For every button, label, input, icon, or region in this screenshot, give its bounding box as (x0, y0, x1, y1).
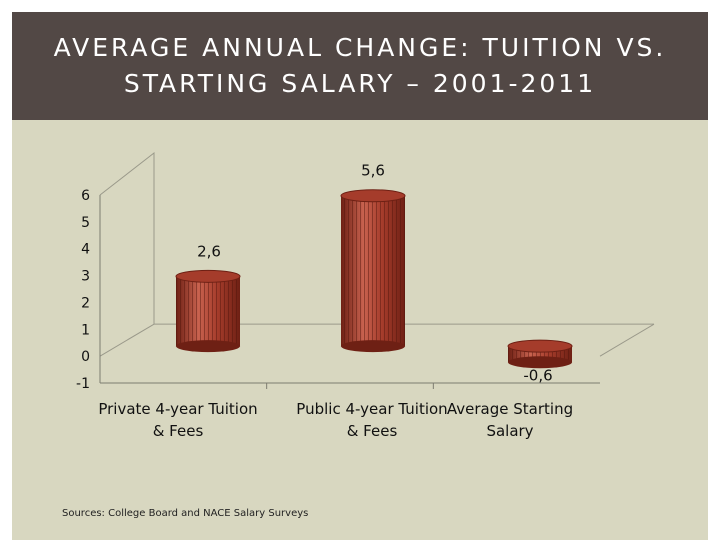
floor-right-edge (599, 323, 655, 357)
floor-side-edge (99, 323, 155, 357)
bar-bottom (341, 340, 405, 353)
slide-title-line-2: STARTING SALARY – 2001-2011 (123, 69, 597, 98)
y-tick-label: 3 (81, 269, 90, 285)
data-label: 2,6 (197, 242, 221, 260)
category-label: & Fees (153, 422, 204, 440)
bar-bottom (508, 356, 572, 369)
category-label: Salary (486, 422, 533, 440)
source-note: Sources: College Board and NACE Salary S… (62, 508, 309, 519)
category-label: Public 4-year Tuition (296, 400, 447, 418)
y-tick-label: 6 (81, 188, 90, 204)
bar-bottom (176, 340, 240, 353)
y-tick-label: 5 (81, 215, 90, 231)
bar-stripes (341, 195, 405, 347)
y-tick-label: 1 (81, 322, 90, 338)
slide-title: AVERAGE ANNUAL CHANGE: TUITION VS. START… (30, 30, 690, 102)
category-label: Average Starting (447, 400, 573, 418)
y-tick-label: 2 (81, 295, 90, 311)
title-bar: AVERAGE ANNUAL CHANGE: TUITION VS. START… (12, 12, 708, 120)
y-tick-label: 0 (81, 349, 90, 365)
data-label: 5,6 (361, 162, 385, 180)
bar-top (175, 269, 241, 283)
y-tick-label: 4 (81, 242, 90, 258)
bar-stripes (176, 276, 240, 347)
category-label: & Fees (347, 422, 398, 440)
category-label: Private 4-year Tuition (98, 400, 257, 418)
y-tick-label: -1 (76, 376, 90, 392)
slide-title-line-1: AVERAGE ANNUAL CHANGE: TUITION VS. (53, 33, 667, 62)
data-label: -0,6 (523, 366, 552, 384)
back-wall-edge (99, 151, 155, 325)
bar-top (340, 189, 406, 203)
bar-top (507, 339, 573, 353)
